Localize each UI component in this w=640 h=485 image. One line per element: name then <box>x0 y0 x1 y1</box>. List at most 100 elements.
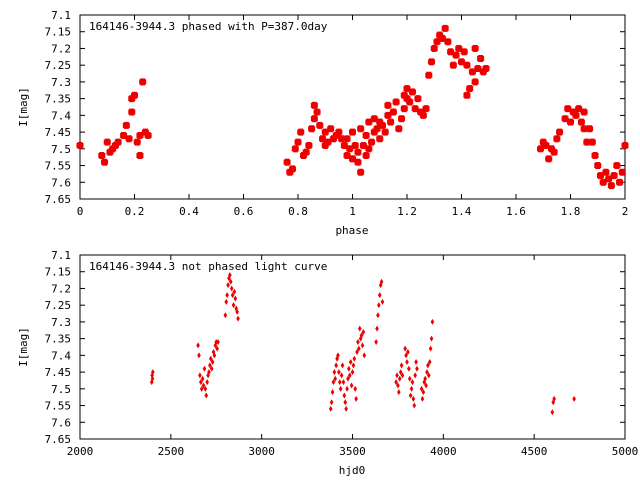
phased-data-point-arm <box>114 139 122 145</box>
phased-data-point-arm <box>471 79 479 85</box>
phased-data-point-arm <box>384 112 392 118</box>
phased-data-point-arm <box>321 129 329 135</box>
phased-y-tick-label: 7.45 <box>45 126 72 139</box>
phased-y-tick-label: 7.4 <box>51 109 71 122</box>
phased-data-point-arm <box>286 169 294 175</box>
unphased-data-point <box>225 292 229 299</box>
phased-data-point-arm <box>297 129 305 135</box>
unphased-data-point <box>336 352 340 359</box>
phased-y-tick-label: 7.55 <box>45 160 72 173</box>
unphased-data-point <box>399 362 404 369</box>
unphased-data-point <box>427 372 431 379</box>
phased-x-tick-label: 1 <box>349 205 356 218</box>
unphased-data-point <box>429 335 434 342</box>
phased-data-point-arm <box>613 163 621 169</box>
unphased-data-point <box>356 338 360 345</box>
unphased-y-tick-label: 7.4 <box>51 349 71 362</box>
unphased-data-point <box>378 282 383 289</box>
phased-data-point-arm <box>564 106 572 112</box>
unphased-data-point <box>405 359 409 366</box>
unphased-data-point <box>232 288 237 295</box>
phased-data-point-arm <box>417 109 425 115</box>
unphased-y-tick-label: 7.3 <box>51 316 71 329</box>
unphased-data-point <box>226 282 230 289</box>
phased-data-point-arm <box>294 139 302 145</box>
phased-data-point-arm <box>313 109 321 115</box>
phased-data-point-arm <box>368 139 376 145</box>
phased-data-point-arm <box>365 119 373 125</box>
phased-data-point-arm <box>569 109 577 115</box>
unphased-data-point <box>350 369 355 376</box>
unphased-data-point <box>151 369 155 376</box>
unphased-data-point <box>335 355 339 362</box>
phased-data-point-arm <box>370 129 378 135</box>
unphased-data-point <box>407 365 411 372</box>
unphased-data-point <box>355 349 359 356</box>
unphased-x-tick-labels: 2000 2500 3000 3500 4000 4500 5000 <box>67 445 639 458</box>
phased-data-point-arm <box>319 136 327 142</box>
unphased-data-point <box>550 409 555 416</box>
phased-x-axis-label: phase <box>335 224 368 237</box>
phased-x-tick-labels: 0 0.2 0.4 0.6 0.8 1 1.2 1.4 1.6 1.8 2 <box>77 205 629 218</box>
unphased-data-point <box>349 382 354 389</box>
unphased-data-point <box>214 338 219 345</box>
unphased-data-point <box>228 272 232 279</box>
unphased-data-point <box>360 342 365 349</box>
phased-data-point-arm <box>433 39 441 45</box>
unphased-data-point <box>331 379 336 386</box>
phased-data-point-arm <box>575 106 583 112</box>
phased-data-point-arm <box>547 146 555 152</box>
unphased-ticks <box>79 254 626 440</box>
unphased-x-tick-label: 3000 <box>248 445 275 458</box>
unphased-data-point <box>413 372 417 379</box>
phased-data-point-arm <box>343 136 351 142</box>
unphased-x-tick-label: 5000 <box>612 445 639 458</box>
unphased-data-point <box>375 325 379 332</box>
phased-y-tick-label: 7.1 <box>51 9 71 22</box>
phased-data-point-arm <box>594 163 602 169</box>
unphased-y-tick-label: 7.1 <box>51 249 71 262</box>
unphased-data-point <box>198 372 202 379</box>
phased-data-point-arm <box>136 153 144 159</box>
unphased-y-tick-label: 7.5 <box>51 383 71 396</box>
unphased-data-point <box>397 375 402 382</box>
unphased-data-point <box>345 385 349 392</box>
unphased-data-point <box>394 379 398 386</box>
phased-data-point-arm <box>539 139 547 145</box>
unphased-data-point <box>334 362 338 369</box>
unphased-data-point <box>408 392 413 399</box>
phased-y-tick-label: 7.15 <box>45 26 72 39</box>
phased-data-point-arm <box>370 116 378 122</box>
phased-data-point-arm <box>357 169 365 175</box>
unphased-data-point <box>213 342 218 349</box>
unphased-data-point <box>197 352 201 359</box>
phased-data-point-arm <box>403 96 411 102</box>
unphased-data-point <box>377 292 382 299</box>
phased-data-point-arm <box>392 99 400 105</box>
unphased-data-point <box>359 332 364 339</box>
unphased-data-point <box>415 365 419 372</box>
phased-data-point-arm <box>302 149 310 155</box>
unphased-data-point <box>207 369 211 376</box>
unphased-data-point <box>361 328 366 335</box>
unphased-data-point <box>357 325 362 332</box>
phased-data-point-arm <box>76 142 84 148</box>
phased-data-point-arm <box>321 142 329 148</box>
phased-light-curve-panel: 0 0.2 0.4 0.6 0.8 1 1.2 1.4 1.6 1.8 2 7.17.157.27.… <box>17 9 629 237</box>
phased-y-tick-label: 7.6 <box>51 176 71 189</box>
phased-data-point-arm <box>561 116 569 122</box>
phased-data-point-arm <box>106 149 114 155</box>
unphased-data-point <box>421 389 426 396</box>
phased-data-point-arm <box>329 136 337 142</box>
phased-data-point-arm <box>474 66 482 72</box>
unphased-data-point <box>216 338 220 345</box>
phased-data-point-arm <box>349 156 356 162</box>
phased-data-point-arm <box>425 72 433 78</box>
phased-data-point-arm <box>389 109 397 115</box>
unphased-data-point <box>346 375 350 382</box>
phased-data-point-arm <box>537 146 545 152</box>
phased-data-point-arm <box>477 55 485 61</box>
phased-data-point-arm <box>408 89 416 95</box>
phased-data-point-arm <box>291 146 299 152</box>
